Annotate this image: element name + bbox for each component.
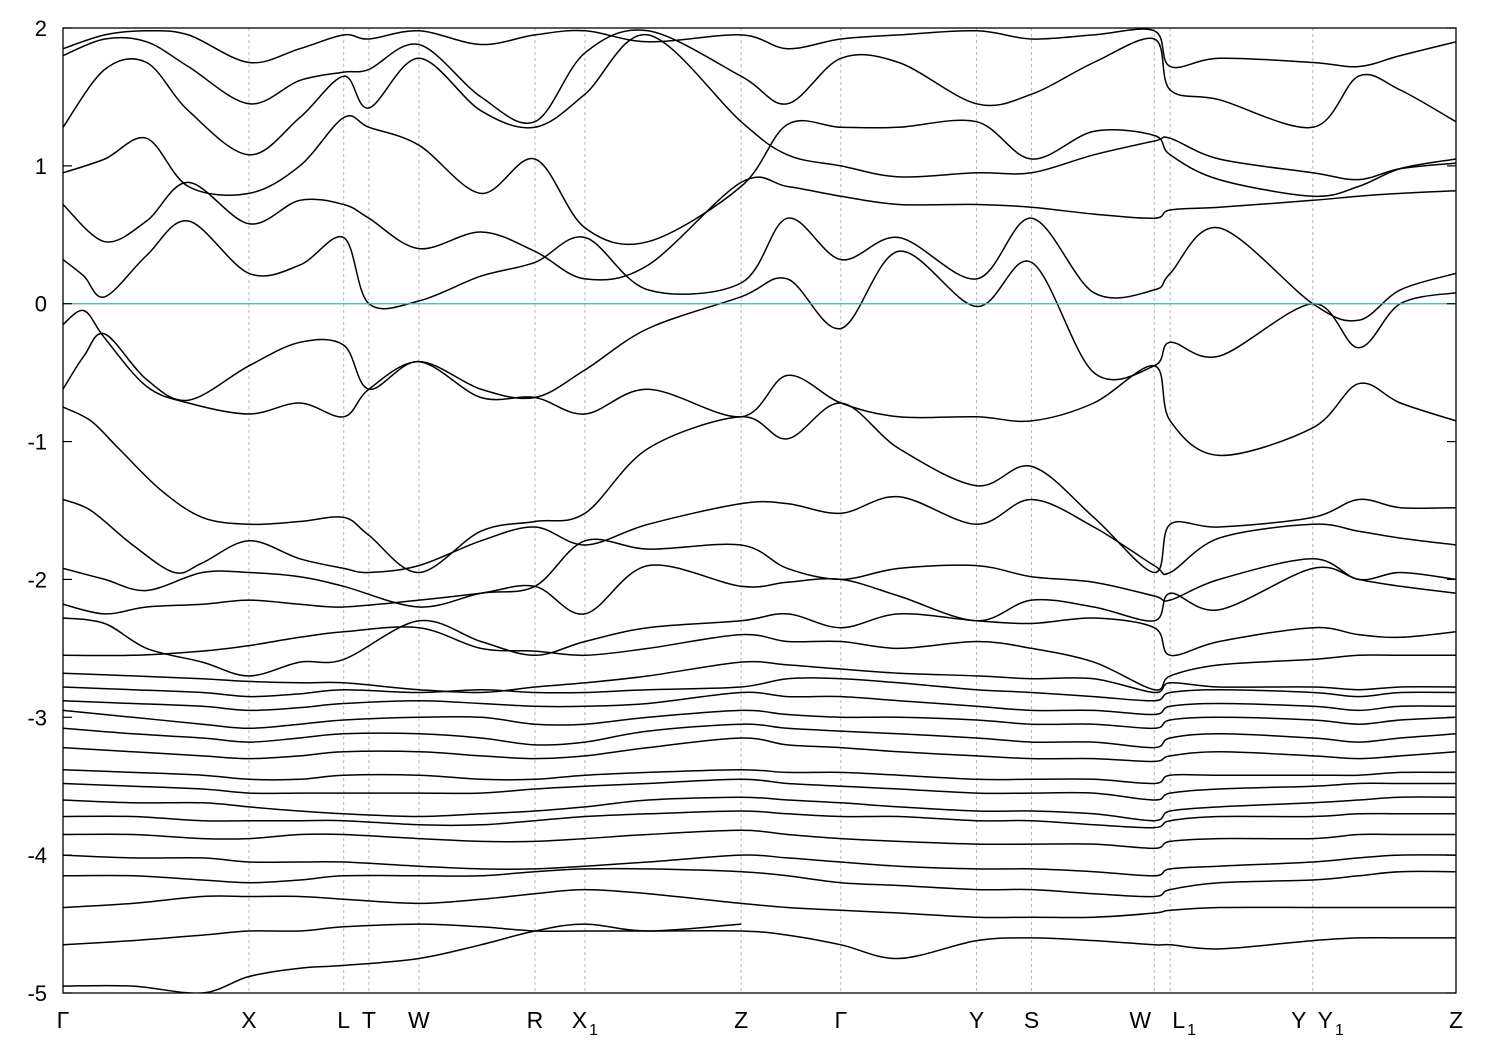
band-line-10 (63, 677, 1456, 702)
band-line-5 (63, 538, 1456, 608)
x-tick-subscript-14: 1 (1335, 1022, 1344, 1039)
x-tick-label-4: W (408, 1007, 430, 1033)
x-tick-subscript-6: 1 (589, 1022, 598, 1039)
band-line-20 (63, 854, 1456, 877)
band-line-19 (63, 829, 1456, 850)
x-tick-label-8: Γ (835, 1007, 848, 1033)
band-line-8 (63, 626, 1456, 691)
grid-layer (248, 28, 1314, 993)
band-line-12 (63, 709, 1456, 730)
band-line-1 (63, 217, 1456, 322)
band-line-4 (63, 495, 1456, 576)
x-tick-label-10: S (1024, 1007, 1039, 1033)
band-line-2 (63, 332, 1456, 457)
band-line-13 (63, 723, 1456, 749)
band-line-9 (63, 660, 1456, 694)
x-tick-label-13: Y (1291, 1007, 1306, 1033)
band-line-3 (63, 402, 1456, 574)
series-layer (63, 28, 1456, 993)
band-line-21 (63, 867, 1456, 898)
x-tick-label-0: Γ (57, 1007, 70, 1033)
y-tick-label-7: -5 (27, 981, 47, 1006)
band-line-29 (63, 28, 1456, 69)
band-line-0 (63, 250, 1456, 418)
band-line-23 (63, 923, 1456, 960)
x-tick-label-3: T (362, 1007, 376, 1033)
x-tick-label-1: X (241, 1007, 256, 1033)
x-tick-label-15: Z (1449, 1007, 1463, 1033)
y-tick-label-3: -1 (27, 430, 47, 455)
x-tick-label-7: Z (734, 1007, 748, 1033)
band-line-18 (63, 810, 1456, 829)
y-tick-label-1: 1 (35, 154, 47, 179)
x-tick-subscript-12: 1 (1187, 1022, 1196, 1039)
band-line-26 (63, 176, 1456, 281)
band-line-28 (63, 29, 1456, 129)
band-line-14 (63, 737, 1456, 763)
band-line-27 (63, 34, 1456, 181)
band-line-11 (63, 691, 1456, 716)
y-tick-label-5: -3 (27, 705, 47, 730)
band-line-15 (63, 768, 1456, 785)
band-line-22 (63, 888, 1456, 919)
y-tick-label-2: 0 (35, 292, 47, 317)
band-line-7 (63, 613, 1456, 677)
x-tick-label-5: R (527, 1007, 544, 1033)
y-tick-label-6: -4 (27, 843, 47, 868)
x-tick-label-9: Y (969, 1007, 984, 1033)
y-tick-label-4: -2 (27, 567, 47, 592)
band-line-25 (63, 115, 1456, 246)
plot-frame (62, 27, 1457, 994)
band-line-16 (63, 778, 1456, 801)
x-tick-label-11: W (1129, 1007, 1151, 1033)
band-line-24 (63, 923, 742, 993)
band-line-6 (63, 564, 1456, 622)
x-tick-label-2: L (337, 1007, 350, 1033)
band-line-17 (63, 796, 1456, 822)
y-tick-label-0: 2 (35, 16, 47, 41)
y-axis: 2 1 0 -1 -2 -3 -4 -5 (27, 16, 1456, 1006)
